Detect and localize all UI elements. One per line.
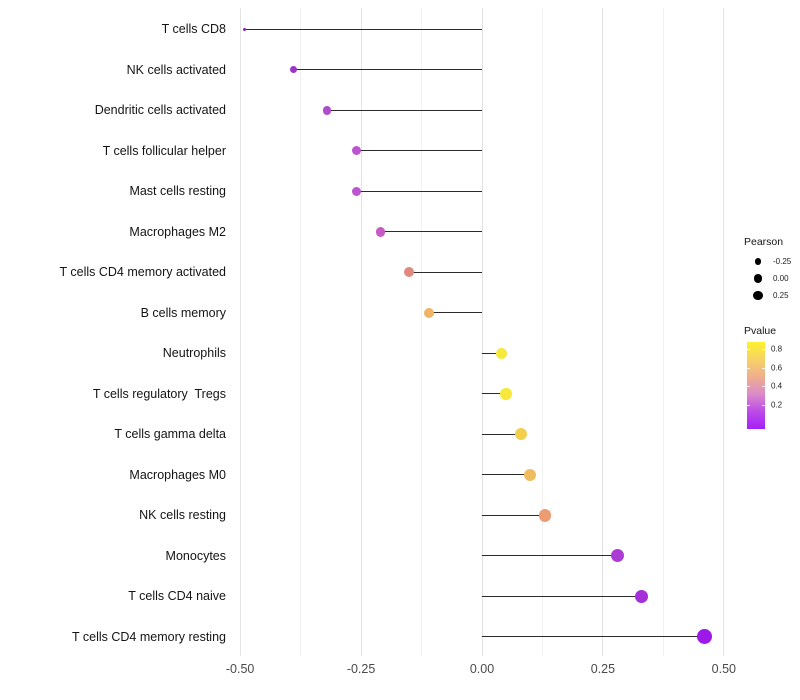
x-axis-tick-label: 0.00 <box>469 662 495 676</box>
pvalue-tick-mark <box>762 367 765 369</box>
category-label: Monocytes <box>165 548 226 563</box>
lollipop-dot <box>404 267 415 278</box>
category-label: T cells CD4 memory resting <box>72 629 226 644</box>
lollipop-dot <box>322 106 332 115</box>
gridline-minor <box>662 8 664 656</box>
x-axis-tick-label: -0.25 <box>346 662 376 676</box>
category-label: T cells regulatory Tregs <box>92 386 226 401</box>
category-label: T cells CD8 <box>161 22 226 37</box>
lollipop-stem <box>482 514 545 516</box>
category-label: T cells follicular helper <box>102 143 226 158</box>
legend-size-dot-cell <box>750 290 766 301</box>
lollipop-dot <box>351 186 361 196</box>
legend-pearson-title: Pearson <box>744 236 784 248</box>
legend-size-dot <box>753 274 763 283</box>
legend-pearson-items: -0.25 0.00 0.25 <box>744 253 791 304</box>
lollipop-dot <box>538 509 552 522</box>
legend-size-dot <box>754 258 762 265</box>
category-label: NK cells resting <box>139 508 226 523</box>
pvalue-tick-mark <box>762 405 765 407</box>
legend-pearson-item: 0.00 <box>744 270 791 287</box>
lollipop-stem <box>409 271 482 273</box>
gridline-major <box>602 8 604 656</box>
lollipop-stem <box>428 312 482 314</box>
pvalue-tick-mark <box>762 386 765 388</box>
category-label: B cells memory <box>140 305 226 320</box>
lollipop-stem <box>482 555 618 557</box>
lollipop-stem <box>482 352 502 354</box>
gridline-major <box>723 8 725 656</box>
category-label: Macrophages M0 <box>129 467 226 482</box>
lollipop-stem <box>356 190 482 192</box>
pvalue-tick-mark <box>762 349 765 350</box>
lollipop-dot <box>634 589 649 604</box>
lollipop-dot <box>524 468 537 481</box>
legend-size-label: -0.25 <box>773 257 792 266</box>
lollipop-dot <box>500 388 512 400</box>
gridline-major <box>239 8 241 656</box>
lollipop-stem <box>482 393 507 395</box>
lollipop-stem <box>482 636 705 638</box>
gridline-major <box>481 8 483 656</box>
lollipop-stem <box>482 474 531 476</box>
lollipop-dot <box>375 227 386 237</box>
category-label: Macrophages M2 <box>129 224 226 239</box>
lollipop-dot <box>423 307 435 319</box>
category-label: Mast cells resting <box>129 184 226 199</box>
lollipop-dot <box>351 146 361 156</box>
pvalue-colorbar-gradient <box>747 342 765 429</box>
pvalue-tick-label: 0.8 <box>771 344 783 354</box>
gridline-minor <box>541 8 543 656</box>
category-label: T cells gamma delta <box>114 427 226 442</box>
pvalue-tick-label: 0.6 <box>771 363 783 373</box>
pvalue-tick-mark <box>747 386 750 388</box>
legend-size-label: 0.00 <box>773 274 789 283</box>
category-label: T cells CD4 memory activated <box>59 265 227 280</box>
gridline-minor <box>421 8 423 656</box>
lollipop-stem <box>482 595 642 597</box>
gridline-minor <box>300 8 302 656</box>
legend-pvalue-title: Pvalue <box>744 325 777 337</box>
lollipop-dot <box>495 347 508 360</box>
lollipop-stem <box>293 69 482 71</box>
legend-pearson-item: -0.25 <box>744 253 791 270</box>
lollipop-dot <box>610 549 624 563</box>
gridline-major <box>360 8 362 656</box>
lollipop-stem <box>327 109 482 111</box>
x-axis-tick-label: -0.50 <box>225 662 255 676</box>
lollipop-stem <box>244 28 482 30</box>
lollipop-dot <box>243 27 247 31</box>
lollipop-dot <box>697 629 712 645</box>
x-axis-tick-label: 0.25 <box>590 662 616 676</box>
legend-size-dot-cell <box>750 274 766 283</box>
lollipop-stem <box>356 150 482 152</box>
category-label: T cells CD4 naive <box>128 589 226 604</box>
x-axis-tick-label: 0.50 <box>711 662 737 676</box>
legend-size-dot-cell <box>750 258 766 265</box>
lollipop-dot <box>289 66 297 74</box>
legend-pearson-item: 0.25 <box>744 287 791 304</box>
legend-size-dot <box>753 290 763 301</box>
lollipop-dot <box>514 428 527 441</box>
pvalue-tick-label: 0.2 <box>771 400 783 410</box>
legend-pvalue: Pvalue 0.8 0.6 0.4 0.2 <box>744 325 782 429</box>
category-label: Dendritic cells activated <box>94 103 226 118</box>
lollipop-stem <box>380 231 482 233</box>
legend-size-label: 0.25 <box>773 291 789 300</box>
pvalue-tick-mark <box>747 349 750 350</box>
legend-pearson: Pearson -0.25 0.00 0.25 <box>744 236 791 304</box>
pvalue-colorbar: 0.8 0.6 0.4 0.2 <box>747 342 782 429</box>
category-label: NK cells activated <box>126 62 226 77</box>
pvalue-tick-label: 0.4 <box>771 381 783 391</box>
pvalue-tick-mark <box>747 405 750 407</box>
lollipop-stem <box>482 433 521 435</box>
pvalue-tick-mark <box>747 367 750 369</box>
category-label: Neutrophils <box>162 346 226 361</box>
